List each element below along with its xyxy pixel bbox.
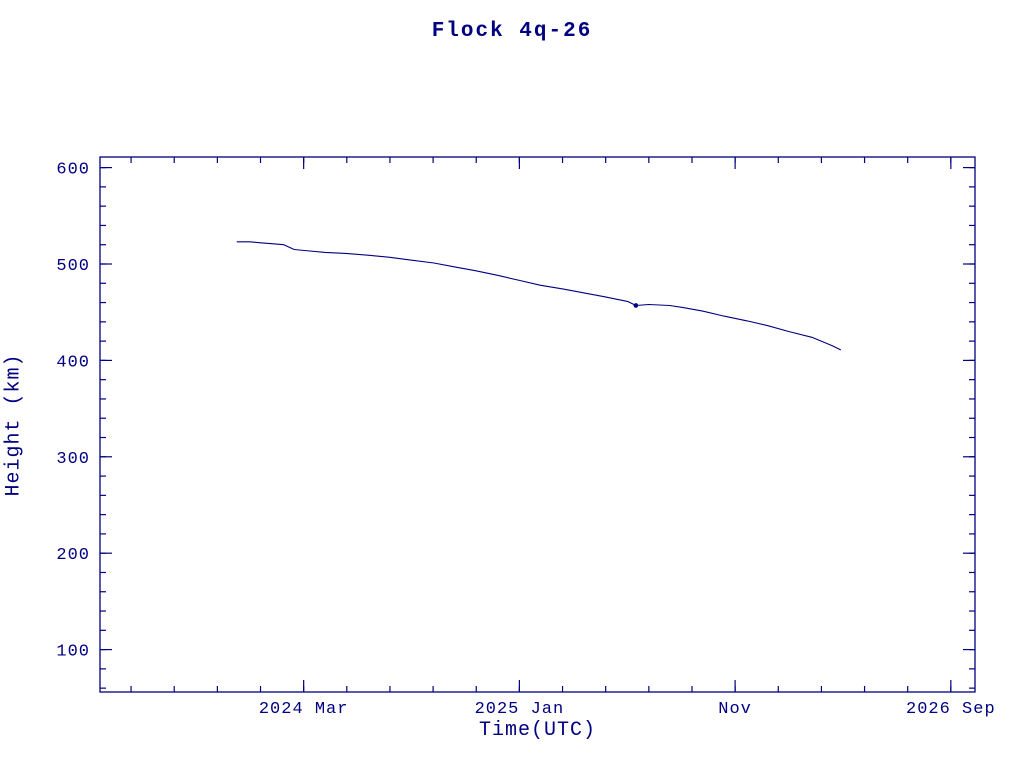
y-tick-label: 300	[56, 450, 90, 469]
x-tick-label: 2025 Jan	[475, 700, 565, 719]
y-tick-label: 200	[56, 546, 90, 565]
x-tick-label: 2026 Sep	[906, 700, 996, 719]
x-tick-label: 2024 Mar	[259, 700, 349, 719]
y-tick-label: 400	[56, 353, 90, 372]
data-point-marker	[633, 303, 639, 308]
y-tick-label: 100	[56, 643, 90, 662]
x-tick-label: Nov	[718, 700, 752, 719]
x-axis-label: Time(UTC)	[478, 719, 597, 742]
chart-title: Flock 4q-26	[431, 20, 593, 43]
y-tick-label: 500	[56, 257, 90, 276]
y-axis-label: Height (km)	[2, 353, 26, 497]
data-line	[236, 241, 841, 351]
plot-frame	[99, 156, 976, 693]
y-tick-label: 600	[56, 161, 90, 180]
